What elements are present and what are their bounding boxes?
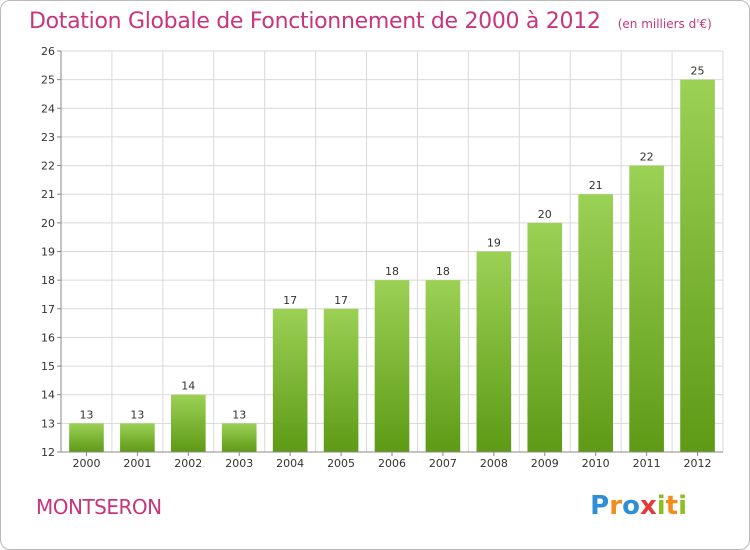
x-tick-label: 2009: [531, 457, 559, 470]
logo-letter: i: [656, 491, 666, 521]
x-tick-label: 2004: [276, 457, 304, 470]
y-tick-label: 13: [41, 417, 55, 430]
chart-subtitle: (en milliers d'€): [617, 17, 712, 31]
y-tick-label: 16: [41, 331, 55, 344]
logo-letter: i: [678, 491, 687, 521]
logo-letter: r: [609, 491, 623, 521]
bar-value-label: 25: [691, 65, 705, 78]
bar-value-label: 18: [385, 265, 399, 278]
logo-letter: P: [590, 491, 610, 521]
x-tick-label: 2007: [429, 457, 457, 470]
bar: [272, 308, 308, 452]
chart-title: Dotation Globale de Fonctionnement de 20…: [29, 9, 601, 34]
y-tick-label: 21: [41, 188, 55, 201]
bar-value-label: 13: [130, 408, 144, 421]
proxiti-logo[interactable]: Proxiti: [590, 491, 687, 521]
x-tick-label: 2010: [582, 457, 610, 470]
bar: [425, 280, 461, 452]
city-name: MONTSERON: [36, 495, 162, 519]
axis-layer: 12 13 14 15 16 17 18 19 20 21 22 23 24 25 26 2000 2001 20…: [41, 45, 723, 470]
x-tick-label: 2000: [72, 457, 100, 470]
bar-value-label: 13: [232, 408, 246, 421]
y-tick-label: 12: [41, 446, 55, 459]
bar: [629, 165, 664, 453]
logo-letter: t: [665, 491, 679, 521]
title-row: Dotation Globale de Fonctionnement de 20…: [29, 9, 712, 34]
bar: [578, 194, 614, 452]
bar-value-label: 20: [538, 208, 552, 221]
y-tick-label: 23: [41, 131, 55, 144]
y-tick-label: 26: [41, 45, 55, 58]
bar-layer: 13 13 14 13 17 17 18 18 19 20 21 22 25: [69, 65, 715, 453]
bar: [323, 308, 359, 452]
x-tick-label: 2008: [480, 457, 508, 470]
x-tick-label: 2001: [123, 457, 151, 470]
logo-letter: o: [622, 491, 640, 521]
bar-value-label: 21: [589, 179, 603, 192]
logo-letter: x: [639, 491, 657, 521]
y-tick-label: 22: [41, 160, 55, 173]
bar-value-label: 17: [283, 294, 297, 307]
bar-value-label: 22: [640, 151, 654, 164]
y-tick-label: 19: [41, 246, 55, 259]
x-tick-label: 2011: [633, 457, 661, 470]
y-tick-label: 24: [41, 102, 55, 115]
y-tick-label: 25: [41, 74, 55, 87]
bar-value-label: 18: [436, 265, 450, 278]
x-tick-label: 2012: [684, 457, 712, 470]
bar: [476, 251, 512, 452]
bar: [69, 423, 104, 452]
bar: [170, 394, 206, 452]
x-tick-label: 2002: [174, 457, 202, 470]
bar: [221, 423, 257, 452]
y-tick-label: 18: [41, 274, 55, 287]
x-tick-label: 2006: [378, 457, 406, 470]
y-tick-label: 17: [41, 303, 55, 316]
bar: [680, 79, 715, 453]
bar-value-label: 17: [334, 294, 348, 307]
bar-value-label: 14: [181, 380, 195, 393]
bar-value-label: 13: [79, 408, 93, 421]
bar: [527, 222, 563, 452]
bar: [120, 423, 155, 452]
y-tick-label: 20: [41, 217, 55, 230]
bar: [374, 280, 410, 452]
x-tick-label: 2005: [327, 457, 355, 470]
y-tick-label: 15: [41, 360, 55, 373]
y-tick-label: 14: [41, 389, 55, 402]
bar-value-label: 19: [487, 237, 501, 250]
x-tick-label: 2003: [225, 457, 253, 470]
